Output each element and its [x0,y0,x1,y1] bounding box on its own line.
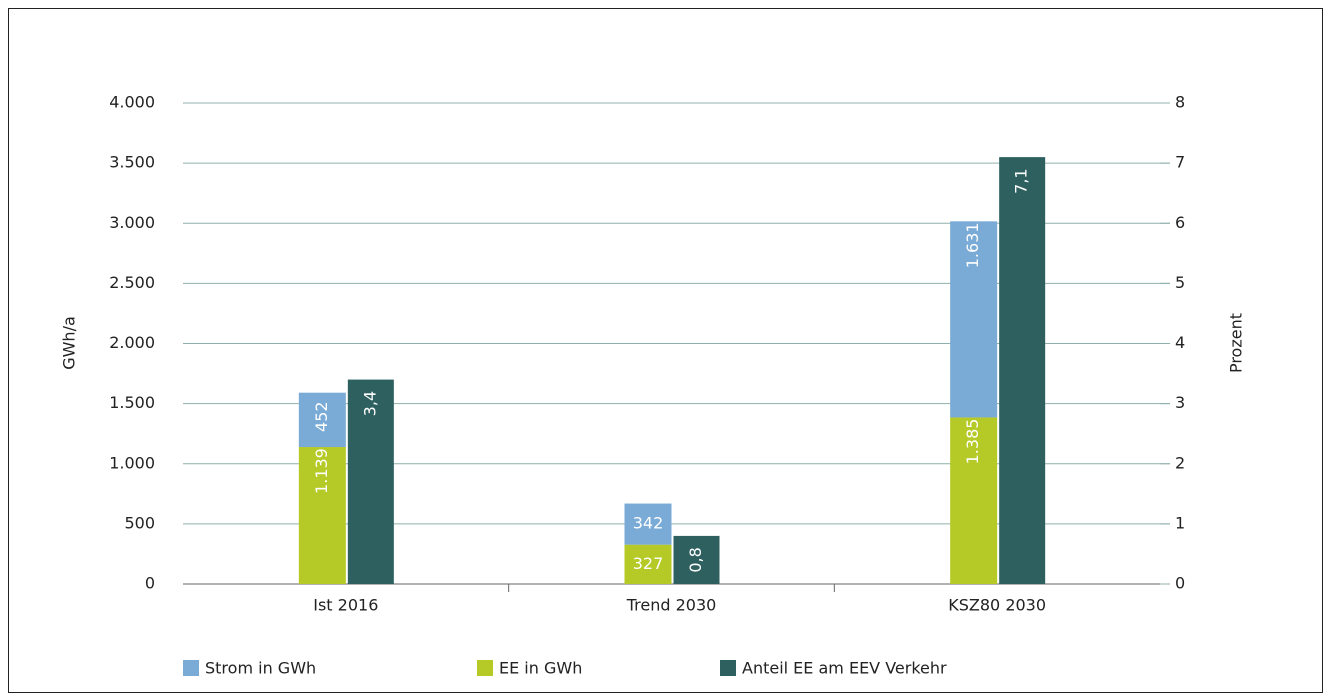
bar-segment [624,503,672,545]
y2-tick-label: 3 [1175,393,1185,412]
x-tick-label: KSZ80 2030 [948,596,1046,615]
bar [347,379,394,584]
y2-tick-label: 4 [1175,333,1185,352]
bar [673,535,720,584]
legend-swatch [183,660,199,676]
x-tick-label: Trend 2030 [626,596,717,615]
y2-tick-label: 2 [1175,453,1185,472]
y-tick-label: 2.500 [109,273,155,292]
frame [8,8,1323,693]
y-axis-label: GWh/a [60,316,79,370]
legend-label: EE in GWh [499,659,582,678]
y2-tick-label: 8 [1175,93,1185,112]
y-tick-label: 3.000 [109,213,155,232]
value-label: 327 [633,554,664,573]
value-label: 342 [633,514,664,533]
y2-axis-label: Prozent [1227,313,1246,373]
y-tick-label: 4.000 [109,93,155,112]
value-label: 7,1 [1012,168,1031,193]
y2-tick-label: 5 [1175,273,1185,292]
y-tick-label: 1.500 [109,393,155,412]
bar-segment [298,447,346,584]
x-tick-label: Ist 2016 [313,596,378,615]
value-label: 1.385 [963,419,982,465]
y2-tick-label: 0 [1175,574,1185,593]
value-label: 452 [312,401,331,432]
value-label: 3,4 [360,391,379,416]
y-tick-label: 0 [145,574,155,593]
y-tick-label: 2.000 [109,333,155,352]
y2-tick-label: 1 [1175,513,1185,532]
bar-segment [950,417,998,584]
y-tick-label: 1.000 [109,453,155,472]
y2-tick-label: 6 [1175,213,1185,232]
legend-swatch [477,660,493,676]
y-tick-label: 3.500 [109,153,155,172]
legend-swatch [720,660,736,676]
legend-label: Strom in GWh [205,659,316,678]
bar-segment [624,544,672,584]
bar [999,157,1046,585]
value-label: 1.139 [312,448,331,494]
bar-segment [298,392,346,448]
value-label: 0,8 [686,547,705,572]
y2-tick-label: 7 [1175,153,1185,172]
y-tick-label: 500 [124,513,155,532]
bar-segment [950,221,998,418]
legend-label: Anteil EE am EEV Verkehr [742,659,947,678]
value-label: 1.631 [963,222,982,268]
